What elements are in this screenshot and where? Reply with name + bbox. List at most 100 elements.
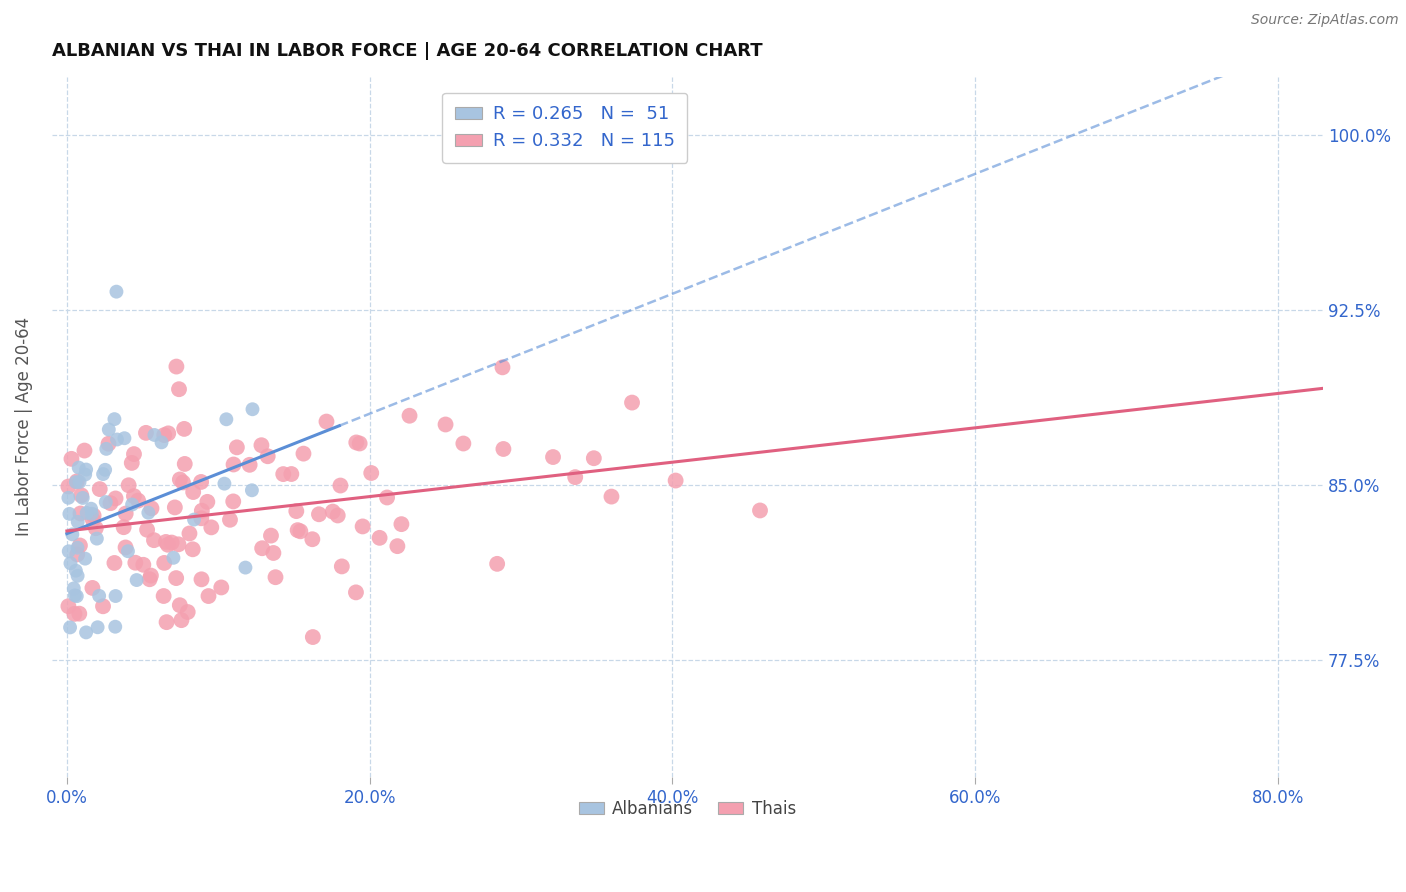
Point — [173, 422, 195, 436]
Point — [262, 546, 284, 560]
Point — [80, 507, 103, 521]
Point — [59, 556, 82, 570]
Point — [155, 535, 177, 549]
Point — [215, 412, 238, 426]
Point — [66, 475, 89, 489]
Point — [84, 521, 107, 535]
Point — [114, 507, 136, 521]
Point — [285, 504, 308, 518]
Point — [169, 473, 191, 487]
Point — [169, 598, 191, 612]
Point — [183, 512, 205, 526]
Point — [155, 615, 177, 629]
Point — [89, 589, 111, 603]
Point — [150, 435, 173, 450]
Point — [191, 504, 214, 518]
Point — [66, 547, 89, 561]
Point — [287, 523, 309, 537]
Point — [163, 500, 186, 515]
Point — [181, 485, 204, 500]
Point — [75, 625, 97, 640]
Point — [260, 528, 283, 542]
Point — [375, 491, 398, 505]
Point — [153, 556, 176, 570]
Point — [368, 531, 391, 545]
Point — [91, 467, 114, 481]
Point — [242, 402, 264, 417]
Point — [104, 620, 127, 634]
Point — [121, 498, 143, 512]
Point — [69, 539, 91, 553]
Point — [66, 589, 89, 603]
Point — [190, 475, 212, 489]
Point — [65, 475, 87, 489]
Point — [89, 482, 111, 496]
Point — [308, 508, 330, 522]
Point — [58, 599, 80, 614]
Point — [315, 415, 337, 429]
Point — [600, 490, 623, 504]
Point — [69, 475, 91, 489]
Point — [165, 571, 187, 585]
Point — [214, 476, 236, 491]
Point — [112, 520, 135, 534]
Point — [112, 431, 135, 445]
Point — [103, 556, 125, 570]
Point — [76, 506, 98, 520]
Point — [91, 599, 114, 614]
Point — [302, 630, 325, 644]
Point — [391, 517, 413, 532]
Point — [172, 475, 194, 490]
Point — [58, 507, 80, 521]
Point — [179, 526, 201, 541]
Point — [486, 557, 509, 571]
Point — [135, 425, 157, 440]
Point — [177, 605, 200, 619]
Point — [104, 589, 127, 603]
Point — [271, 467, 294, 482]
Point — [66, 569, 89, 583]
Point — [165, 359, 187, 374]
Point — [225, 441, 247, 455]
Point — [398, 409, 420, 423]
Point — [75, 551, 97, 566]
Point — [344, 585, 367, 599]
Point — [280, 467, 302, 481]
Point — [153, 428, 176, 442]
Point — [222, 458, 245, 472]
Point — [86, 620, 108, 634]
Point — [541, 450, 564, 464]
Point — [387, 539, 409, 553]
Point — [621, 395, 644, 409]
Point — [250, 438, 273, 452]
Point — [209, 581, 232, 595]
Point — [665, 474, 688, 488]
Point — [63, 607, 86, 621]
Point — [170, 613, 193, 627]
Point — [492, 442, 515, 456]
Point — [73, 443, 96, 458]
Point — [434, 417, 457, 432]
Point — [86, 532, 108, 546]
Point — [181, 542, 204, 557]
Point — [82, 581, 104, 595]
Point — [349, 436, 371, 450]
Point — [138, 506, 160, 520]
Point — [82, 513, 104, 527]
Point — [143, 428, 166, 442]
Point — [124, 556, 146, 570]
Point — [59, 620, 82, 634]
Point — [97, 436, 120, 450]
Point — [290, 524, 312, 539]
Point — [162, 550, 184, 565]
Point — [100, 496, 122, 510]
Point — [173, 457, 195, 471]
Point — [250, 541, 273, 556]
Point — [167, 382, 190, 396]
Point — [344, 435, 367, 450]
Point — [104, 491, 127, 506]
Point — [63, 588, 86, 602]
Point — [200, 520, 222, 534]
Point — [65, 564, 87, 578]
Point — [564, 470, 586, 484]
